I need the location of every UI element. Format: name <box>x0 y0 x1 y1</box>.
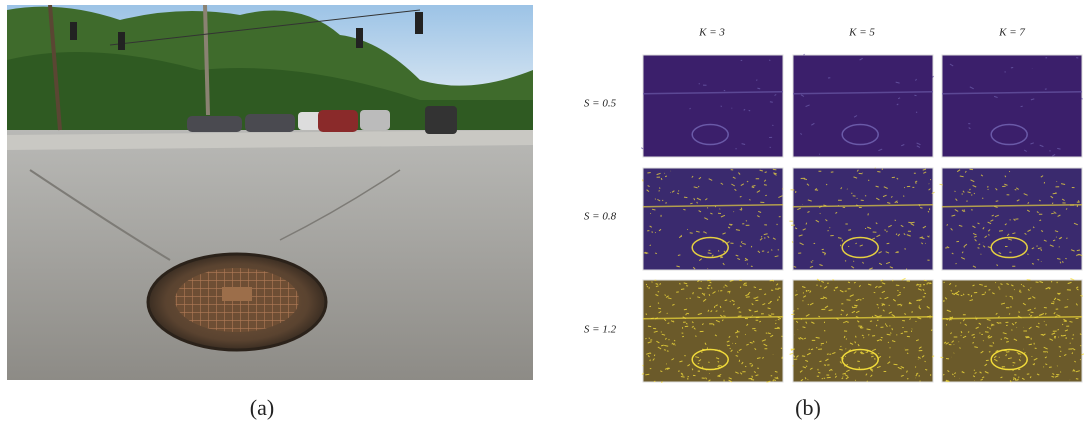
caption: (b) <box>795 395 821 420</box>
column-label: K = 5 <box>848 27 875 39</box>
column-label: K = 7 <box>998 27 1025 39</box>
feature-map-bg <box>942 168 1082 270</box>
feature-map <box>793 54 934 157</box>
feature-map <box>941 279 1084 383</box>
feature-map-bg <box>643 55 783 157</box>
row-label: S = 0.8 <box>584 211 617 223</box>
feature-map <box>642 168 783 270</box>
feature-map <box>789 168 934 270</box>
feature-map-bg <box>793 55 933 157</box>
caption: (a) <box>250 395 274 420</box>
row-label: S = 0.5 <box>584 98 617 110</box>
row-label: S = 1.2 <box>584 324 617 336</box>
column-label: K = 3 <box>698 27 725 39</box>
figure: K = 3 K = 5 K = 7 S = 0.5 S = 0.8 S = 1.… <box>0 0 1084 430</box>
feature-map <box>790 278 934 382</box>
feature-map <box>942 55 1083 157</box>
feature-map-bg <box>942 55 1082 157</box>
feature-map-grid <box>641 54 1084 383</box>
feature-map <box>940 168 1083 270</box>
feature-map-bg <box>793 168 933 270</box>
feature-map <box>642 280 783 383</box>
street-photo <box>7 5 533 380</box>
feature-map-bg <box>942 280 1082 382</box>
feature-map-bg <box>643 280 783 382</box>
feature-map <box>641 55 783 157</box>
